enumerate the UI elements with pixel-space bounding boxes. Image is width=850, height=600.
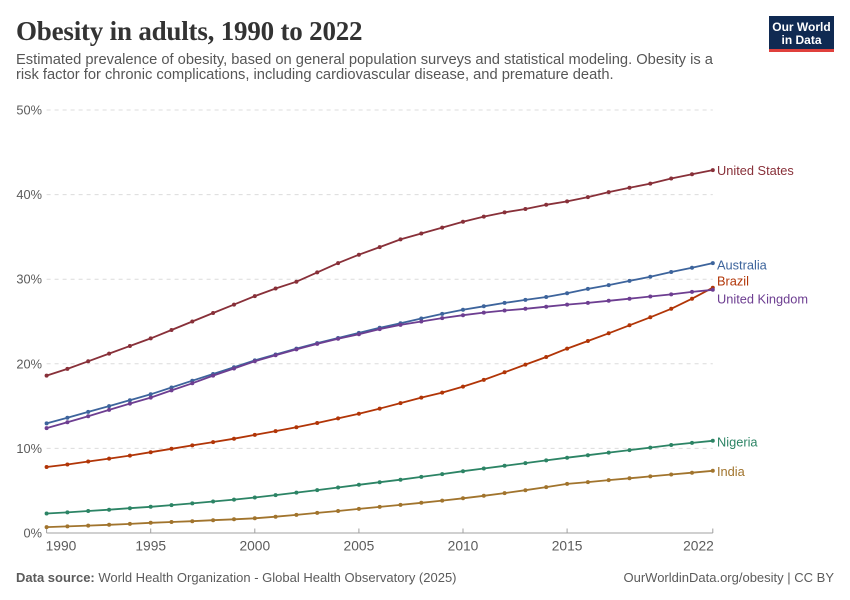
svg-text:2005: 2005 bbox=[344, 539, 375, 554]
svg-text:Nigeria: Nigeria bbox=[717, 434, 758, 449]
svg-text:50%: 50% bbox=[16, 103, 42, 118]
svg-text:10%: 10% bbox=[16, 441, 42, 456]
svg-text:United Kingdom: United Kingdom bbox=[717, 291, 808, 306]
svg-text:1990: 1990 bbox=[46, 539, 77, 554]
svg-text:40%: 40% bbox=[16, 187, 42, 202]
svg-text:30%: 30% bbox=[16, 272, 42, 287]
svg-text:2022: 2022 bbox=[683, 539, 714, 554]
svg-text:0%: 0% bbox=[24, 526, 43, 541]
svg-text:India: India bbox=[717, 464, 746, 479]
svg-text:2000: 2000 bbox=[239, 539, 270, 554]
svg-text:1995: 1995 bbox=[135, 539, 166, 554]
svg-text:Brazil: Brazil bbox=[717, 274, 749, 289]
svg-text:2015: 2015 bbox=[552, 539, 583, 554]
svg-text:United States: United States bbox=[717, 163, 794, 178]
svg-text:20%: 20% bbox=[16, 356, 42, 371]
svg-text:Australia: Australia bbox=[717, 257, 768, 272]
svg-text:2010: 2010 bbox=[448, 539, 479, 554]
